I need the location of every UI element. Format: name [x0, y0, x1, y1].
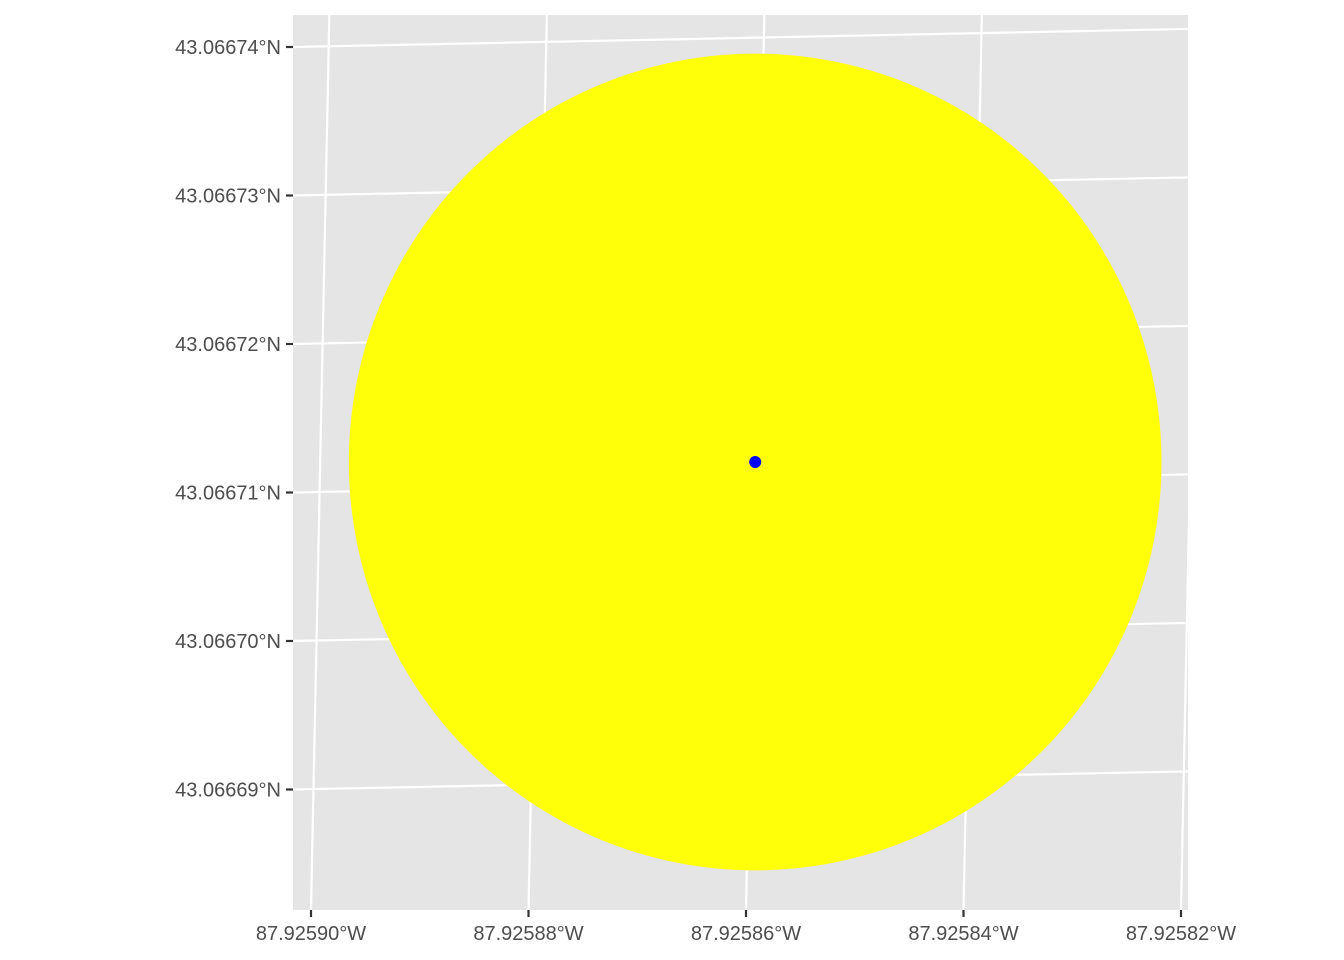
lon-tick-label: 87.92590°W: [256, 923, 366, 945]
lat-tick-label: 43.06671°N: [175, 483, 281, 505]
center-point: [749, 456, 762, 468]
longitude-axis: 87.92590°W 87.92588°W 87.92586°W 87.92584°W…: [256, 910, 1236, 945]
lon-tick-label: 87.92586°W: [691, 923, 801, 945]
lat-tick-label: 43.06672°N: [175, 334, 281, 356]
graticule-meridian: [1179, 514, 1188, 910]
lon-tick-label: 87.92584°W: [908, 923, 1018, 945]
latitude-axis: 43.06674°N 43.06673°N 43.06672°N 43.06671°N…: [175, 37, 293, 802]
graticule-parallel: [293, 27, 1188, 49]
lat-tick-label: 43.06673°N: [175, 186, 281, 208]
lat-tick-label: 43.06674°N: [175, 37, 281, 59]
lat-tick-label: 43.06670°N: [175, 631, 281, 653]
lat-tick-label: 43.06669°N: [175, 780, 281, 802]
map-features: [348, 53, 1162, 871]
lon-tick-label: 87.92588°W: [473, 923, 583, 945]
graticule-meridian: [309, 15, 331, 910]
lon-tick-label: 87.92582°W: [1126, 923, 1236, 945]
